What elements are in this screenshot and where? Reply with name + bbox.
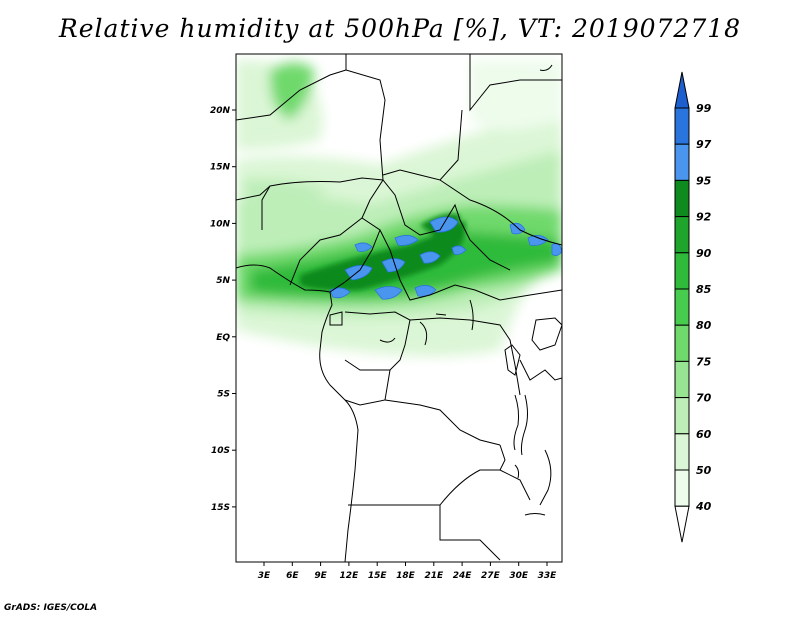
lon-tick-label: 21E xyxy=(424,571,444,581)
colorbar-segment xyxy=(674,179,690,218)
colorbar-segment xyxy=(674,324,690,362)
colorbar: 99 97 95 92 90 85 80 75 70 60 50 40 xyxy=(674,71,712,543)
colorbar-segment xyxy=(674,288,690,326)
map-frame xyxy=(235,53,563,563)
lon-tick-label: 33E xyxy=(538,571,558,581)
colorbar-segment xyxy=(674,252,690,290)
lon-tick-label: 30E xyxy=(509,571,529,581)
lon-tick-label: 3E xyxy=(258,571,271,581)
colorbar-segment xyxy=(674,143,690,181)
colorbar-segment xyxy=(674,469,690,507)
colorbar-label: 90 xyxy=(696,247,712,260)
lon-axis: 3E 6E 9E 12E 15E 18E 21E 24E 27E 30E 33E xyxy=(258,562,557,581)
colorbar-segment xyxy=(674,360,690,399)
colorbar-label: 60 xyxy=(696,428,712,441)
lat-tick-label: 20N xyxy=(210,106,231,116)
colorbar-label: 99 xyxy=(696,102,712,115)
lat-tick-label: EQ xyxy=(216,333,230,343)
colorbar-segment xyxy=(674,433,690,471)
map-title: Relative humidity at 500hPa [%], VT: 201… xyxy=(58,14,742,43)
lat-tick-label: 15N xyxy=(210,163,231,173)
colorbar-label: 92 xyxy=(696,211,712,224)
colorbar-label: 80 xyxy=(696,319,712,332)
lon-tick-label: 6E xyxy=(286,571,299,581)
lon-tick-label: 27E xyxy=(481,571,501,581)
lat-tick-label: 10S xyxy=(211,446,230,456)
lat-tick-label: 5N xyxy=(216,276,230,286)
colorbar-segment xyxy=(674,397,690,435)
colorbar-segment xyxy=(674,107,690,145)
lon-tick-label: 15E xyxy=(368,571,388,581)
lat-tick-label: 15S xyxy=(211,503,230,513)
lon-tick-label: 24E xyxy=(453,571,473,581)
colorbar-label: 85 xyxy=(696,283,712,296)
country-borders xyxy=(236,54,562,562)
lon-tick-label: 18E xyxy=(396,571,416,581)
humidity-field xyxy=(236,54,562,562)
colorbar-label: 50 xyxy=(696,464,712,477)
colorbar-label: 75 xyxy=(696,355,712,368)
lat-tick-label: 5S xyxy=(217,390,230,400)
grads-credit: GrADS: IGES/COLA xyxy=(4,603,98,613)
colorbar-segment xyxy=(674,216,690,254)
colorbar-label: 95 xyxy=(696,174,712,187)
colorbar-label: 97 xyxy=(696,138,712,151)
colorbar-label: 70 xyxy=(696,392,712,405)
colorbar-label: 40 xyxy=(695,500,712,513)
lat-axis: 20N 15N 10N 5N EQ 5S 10S 15S xyxy=(210,106,236,513)
lon-tick-label: 9E xyxy=(314,571,327,581)
colorbar-bottom-arrow xyxy=(674,505,690,543)
lon-tick-label: 12E xyxy=(340,571,360,581)
colorbar-top-arrow xyxy=(674,71,690,109)
lat-tick-label: 10N xyxy=(210,219,231,229)
